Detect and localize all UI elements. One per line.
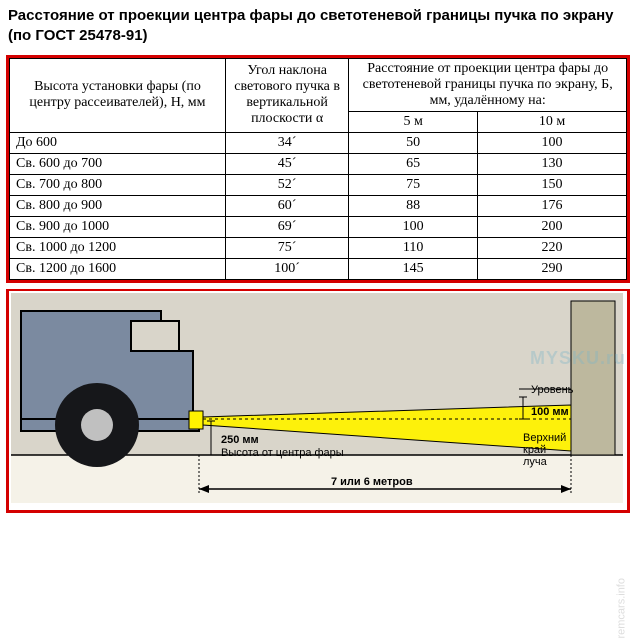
table-cell: 34´ bbox=[225, 132, 348, 153]
data-table-wrap: Высота установки фары (по центру рассеив… bbox=[6, 55, 630, 283]
table-cell: 75´ bbox=[225, 237, 348, 258]
table-cell: Св. 1200 до 1600 bbox=[10, 258, 226, 279]
col-header-distance: Расстояние от проекции центра фары до св… bbox=[349, 58, 627, 111]
table-cell: 69´ bbox=[225, 216, 348, 237]
headlight-table: Высота установки фары (по центру рассеив… bbox=[9, 58, 627, 280]
col-header-height: Высота установки фары (по центру рассеив… bbox=[10, 58, 226, 132]
table-row: Св. 900 до 100069´100200 bbox=[10, 216, 627, 237]
table-cell: 150 bbox=[478, 174, 627, 195]
svg-text:луча: луча bbox=[523, 456, 548, 468]
table-cell: 130 bbox=[478, 153, 627, 174]
table-cell: 220 bbox=[478, 237, 627, 258]
table-cell: 60´ bbox=[225, 195, 348, 216]
table-row: Св. 600 до 70045´65130 bbox=[10, 153, 627, 174]
table-row: До 60034´50100 bbox=[10, 132, 627, 153]
svg-text:край: край bbox=[523, 444, 546, 456]
table-row: Св. 700 до 80052´75150 bbox=[10, 174, 627, 195]
svg-text:250 мм: 250 мм bbox=[221, 434, 259, 446]
headlight-diagram: Уровень 100 мм Верхнийкрайлуча 250 ммВысота… bbox=[11, 293, 623, 503]
table-cell: Св. 900 до 1000 bbox=[10, 216, 226, 237]
table-row: Св. 800 до 90060´88176 bbox=[10, 195, 627, 216]
table-cell: 110 bbox=[349, 237, 478, 258]
svg-text:Верхний: Верхний bbox=[523, 432, 566, 444]
table-cell: 88 bbox=[349, 195, 478, 216]
svg-text:100 мм: 100 мм bbox=[531, 406, 569, 418]
col-header-angle: Угол наклона светового пучка в вертикаль… bbox=[225, 58, 348, 132]
table-row: Св. 1000 до 120075´110220 bbox=[10, 237, 627, 258]
table-cell: 290 bbox=[478, 258, 627, 279]
page-title: Расстояние от проекции центра фары до св… bbox=[0, 0, 636, 51]
table-cell: 52´ bbox=[225, 174, 348, 195]
svg-text:Высота от центра фары: Высота от центра фары bbox=[221, 447, 344, 459]
table-cell: 176 bbox=[478, 195, 627, 216]
col-header-5m: 5 м bbox=[349, 111, 478, 132]
table-cell: 100´ bbox=[225, 258, 348, 279]
table-cell: 65 bbox=[349, 153, 478, 174]
table-cell: Св. 1000 до 1200 bbox=[10, 237, 226, 258]
svg-text:Уровень: Уровень bbox=[531, 384, 574, 396]
table-cell: 100 bbox=[349, 216, 478, 237]
table-cell: 45´ bbox=[225, 153, 348, 174]
table-cell: До 600 bbox=[10, 132, 226, 153]
table-cell: Св. 800 до 900 bbox=[10, 195, 226, 216]
table-cell: 100 bbox=[478, 132, 627, 153]
table-cell: 200 bbox=[478, 216, 627, 237]
col-header-10m: 10 м bbox=[478, 111, 627, 132]
table-cell: 75 bbox=[349, 174, 478, 195]
table-cell: Св. 600 до 700 bbox=[10, 153, 226, 174]
table-cell: 145 bbox=[349, 258, 478, 279]
table-row: Св. 1200 до 1600100´145290 bbox=[10, 258, 627, 279]
table-cell: 50 bbox=[349, 132, 478, 153]
diagram-wrap: Уровень 100 мм Верхнийкрайлуча 250 ммВысота… bbox=[6, 289, 630, 513]
svg-text:7 или 6 метров: 7 или 6 метров bbox=[331, 476, 413, 488]
table-cell: Св. 700 до 800 bbox=[10, 174, 226, 195]
watermark-remcars: remcars.info bbox=[616, 578, 628, 639]
